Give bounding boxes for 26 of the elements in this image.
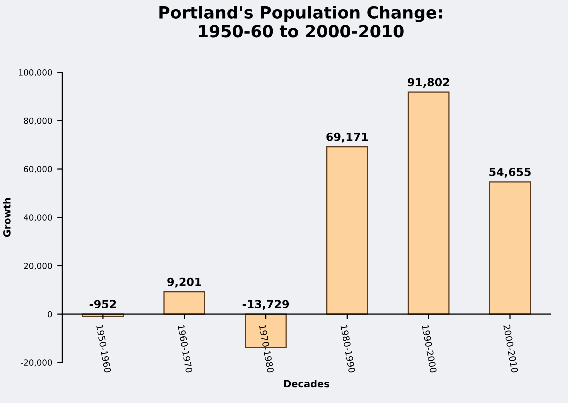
y-tick-label: 60,000	[24, 166, 52, 174]
y-axis-title: Growth	[3, 198, 11, 238]
data-label: 9,201	[168, 278, 202, 288]
y-tick-label: 80,000	[24, 118, 52, 126]
data-label: 91,802	[408, 78, 450, 88]
x-tick-label: 1980-1990	[340, 325, 356, 374]
data-label: 54,655	[490, 168, 531, 178]
x-axis-title: Decades	[284, 380, 330, 388]
y-tick-label: 0	[48, 311, 52, 318]
x-tick-label: 1950-1960	[96, 325, 112, 374]
x-tick-label: 1960-1970	[178, 325, 193, 374]
bar	[489, 182, 532, 315]
data-label: -952	[90, 300, 116, 309]
x-tick-label: 1970-1980	[259, 325, 274, 374]
y-tick-label: 100,000	[19, 70, 52, 77]
data-label: -13,729	[242, 300, 290, 310]
y-tick-label: 20,000	[24, 262, 52, 270]
y-tick-label: -20,000	[21, 360, 52, 367]
data-label: 69,171	[326, 132, 368, 143]
y-tick-label: 40,000	[24, 214, 52, 222]
x-tick-label: 1990-2000	[422, 325, 438, 374]
bar	[408, 92, 450, 315]
chart-title: Portland's Population Change: 1950-60 to 2000-2010	[160, 6, 442, 38]
x-tick-label: 2000-2010	[504, 324, 519, 374]
bar	[164, 292, 206, 315]
bar	[326, 146, 368, 315]
